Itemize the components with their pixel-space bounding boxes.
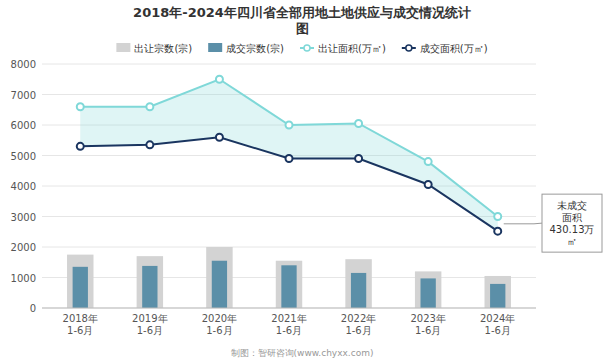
marker [146,141,153,148]
marker [77,103,84,110]
marker [216,134,223,141]
bar [351,273,366,308]
legend-item: 成交面积(万㎡) [402,43,488,54]
chart: 2018年-2024年四川省全部用地土地供应与成交情况统计图 0 1000 2000 3… [0,0,604,361]
marker [425,181,432,188]
marker [286,122,293,129]
annotation-box [542,194,602,252]
legend-label: 出让面积(万㎡) [318,43,386,54]
bar [212,261,227,308]
bar [67,255,93,308]
marker [146,103,153,110]
marker [355,155,362,162]
bar [421,278,436,308]
legend-marker [406,45,412,51]
bar [206,247,232,308]
grid-line [42,308,536,309]
x-tick-label: 2022年1-6月 [341,313,376,336]
y-tick-label: 3000 [11,212,36,223]
legend-item: 出让宗数(宗) [116,43,192,54]
x-tick-label: 2023年1-6月 [410,313,445,336]
bar [137,256,163,308]
legend-label: 成交面积(万㎡) [420,43,488,54]
bar [415,271,441,308]
x-tick-label: 2019年1-6月 [132,313,167,336]
marker [216,76,223,83]
grid-line [42,186,536,187]
bar [276,261,302,308]
marker [355,120,362,127]
annotation: 未成交面积430.13万㎡ [504,194,602,252]
line [80,79,497,216]
legend-item: 成交宗数(宗) [208,43,284,54]
y-tick-label: 4000 [11,181,36,192]
bar [281,265,296,308]
grid-line [42,94,536,95]
grid-line [42,216,536,217]
plot-area [67,76,511,308]
bar [345,259,371,308]
marker [286,155,293,162]
legend-item: 出让面积(万㎡) [300,43,386,54]
bar [490,284,505,308]
bar [485,276,511,308]
y-tick-label: 8000 [11,59,36,70]
annotation-connector [504,223,542,225]
y-tick-label: 5000 [11,151,36,162]
grid-line [42,64,536,65]
line [80,137,497,231]
legend-swatch [116,43,130,52]
title: 2018年-2024年四川省全部用地土地供应与成交情况统计图 [133,5,471,36]
x-axis-line [42,308,536,309]
legend-label: 成交宗数(宗) [226,43,284,54]
marker [494,213,501,220]
footer: 制图：智研咨询(www.chyxx.com) [231,348,374,358]
area-between [80,79,497,231]
marker [425,158,432,165]
legend-swatch [208,43,222,52]
legend-label: 出让宗数(宗) [134,43,192,54]
grid [42,64,536,308]
x-tick-label: 2020年1-6月 [202,313,237,336]
x-tick-label: 2018年1-6月 [63,313,98,336]
annotation-text: 未成交面积430.13万㎡ [550,200,595,247]
legend: 出让宗数(宗) 成交宗数(宗) 出让面积(万㎡) 成交面积(万㎡) [116,43,487,54]
y-tick-label: 7000 [11,90,36,101]
y-tick-label: 1000 [11,273,36,284]
bar [142,266,157,308]
y-tick-label: 2000 [11,242,36,253]
marker [494,228,501,235]
y-tick-label: 6000 [11,120,36,131]
x-tick-label: 2024年1-6月 [480,313,515,336]
legend-marker [304,45,310,51]
x-tick-label: 2021年1-6月 [271,313,306,336]
grid-line [42,247,536,248]
bar [73,267,88,308]
marker [77,143,84,150]
y-tick-label: 0 [30,303,36,314]
